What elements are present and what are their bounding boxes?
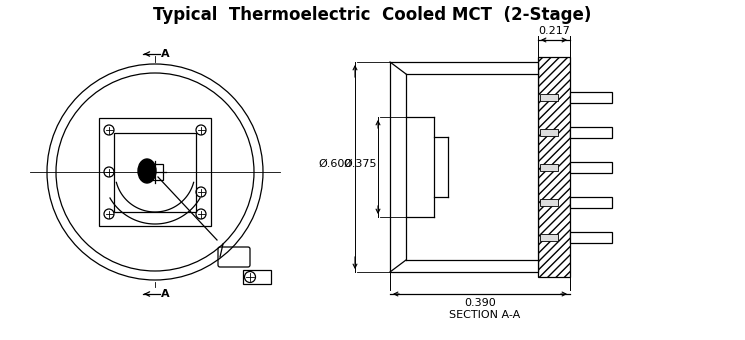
Bar	[390, 62, 538, 272]
Bar	[147, 164, 163, 180]
Bar	[243, 270, 271, 284]
Text: 0.217: 0.217	[538, 26, 570, 36]
Bar	[540, 94, 558, 101]
Bar	[540, 199, 558, 205]
Text: Typical  Thermoelectric  Cooled MCT  (2-Stage): Typical Thermoelectric Cooled MCT (2-Sta…	[153, 6, 592, 24]
Bar	[114, 133, 196, 211]
Bar	[538, 57, 570, 277]
Bar	[570, 126, 612, 137]
Text: 0.390: 0.390	[464, 298, 496, 308]
Ellipse shape	[138, 159, 156, 183]
Text: Ø.600: Ø.600	[319, 159, 352, 169]
Bar	[570, 91, 612, 102]
Text: Ø.375: Ø.375	[343, 159, 377, 169]
Bar	[540, 234, 558, 240]
Bar	[570, 197, 612, 207]
Bar	[540, 164, 558, 170]
Text: A: A	[161, 49, 170, 59]
Bar	[99, 118, 211, 226]
Bar	[540, 129, 558, 136]
Bar	[570, 162, 612, 172]
Text: A: A	[161, 289, 170, 299]
Bar	[570, 232, 612, 242]
Text: SECTION A-A: SECTION A-A	[449, 310, 521, 320]
